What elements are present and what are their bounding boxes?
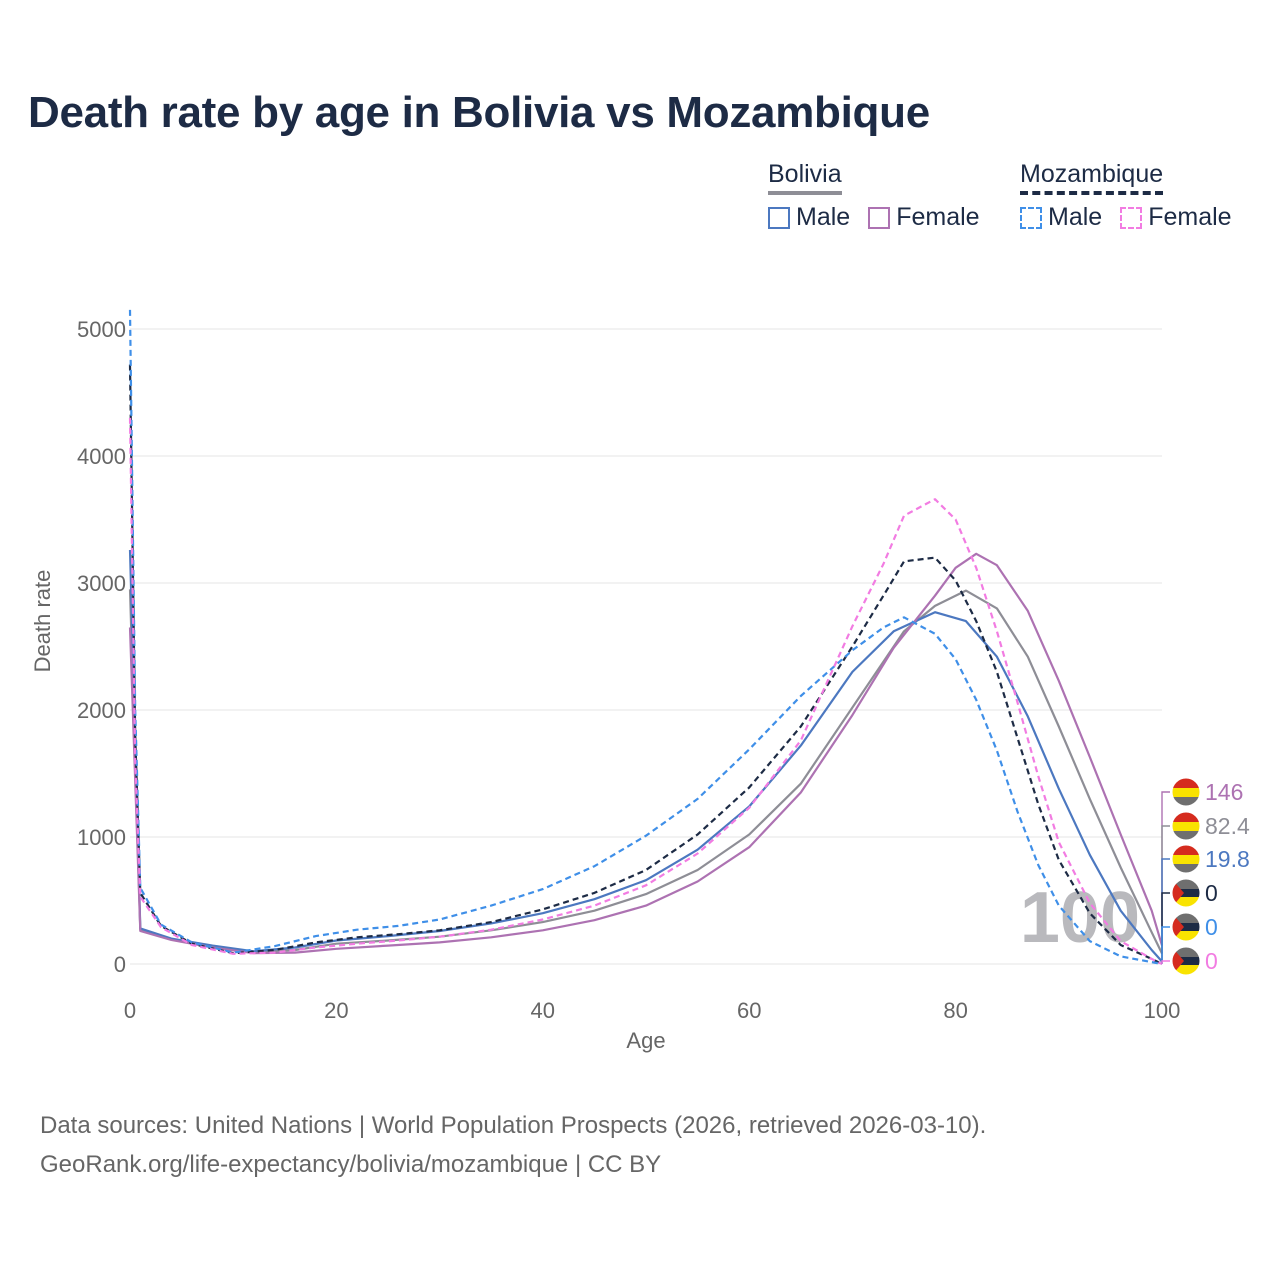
x-axis-title: Age: [626, 1028, 665, 1053]
series-line-mozambique-male[interactable]: [128, 309, 1163, 966]
legend-swatch-bolivia-female: [868, 206, 891, 229]
x-tick-label: 0: [124, 998, 136, 1023]
grid: [130, 328, 1162, 965]
end-value-label: 0: [1205, 948, 1218, 974]
series-line-mozambique-female[interactable]: [128, 417, 1163, 965]
mozambique-flag-icon: [1171, 946, 1201, 976]
end-connector: [1161, 960, 1170, 964]
y-tick-label: 2000: [77, 698, 126, 723]
mozambique-flag-icon: [1171, 878, 1201, 908]
end-value-label: 19.8: [1205, 846, 1250, 872]
end-value-label: 146: [1205, 779, 1243, 805]
x-tick-label: 40: [531, 998, 555, 1023]
legend-label-mozambique-male: Male: [1048, 203, 1103, 231]
x-tick-label: 20: [324, 998, 348, 1023]
bolivia-flag-icon: [1171, 844, 1201, 874]
legend-bolivia-female[interactable]: Female: [868, 203, 980, 232]
legend-swatch-mozambique-female: [1120, 206, 1143, 229]
x-tick-label: 80: [943, 998, 967, 1023]
series-lines: [128, 309, 1164, 966]
legend-mozambique-female[interactable]: Female: [1120, 203, 1232, 232]
x-tick-label: 60: [737, 998, 761, 1023]
bolivia-flag-icon: [1171, 811, 1201, 841]
legend-bolivia: Bolivia Male Female: [768, 160, 980, 232]
end-value-label: 0: [1205, 914, 1218, 940]
end-connector: [1161, 892, 1170, 964]
x-tick-label: 100: [1144, 998, 1181, 1023]
y-axis-title: Death rate: [30, 570, 55, 673]
mozambique-flag-icon: [1171, 912, 1201, 942]
y-tick-label: 0: [114, 952, 126, 977]
legend-label-bolivia-female: Female: [896, 203, 980, 231]
legend-mozambique-title: Mozambique: [1020, 160, 1164, 195]
y-tick-label: 1000: [77, 825, 126, 850]
end-connector: [1161, 858, 1170, 962]
legend-label-mozambique-female: Female: [1148, 203, 1232, 231]
source-note: Data sources: United Nations | World Pop…: [40, 1106, 986, 1184]
legend-mozambique: Mozambique Male Female: [1020, 160, 1232, 232]
end-connector: [1161, 926, 1170, 964]
end-connector: [1161, 791, 1170, 946]
y-tick-label: 4000: [77, 444, 126, 469]
y-tick-label: 5000: [77, 317, 126, 342]
end-value-label: 82.4: [1205, 813, 1250, 839]
axes: 0 1000 2000 3000 4000 5000 0 20 40 60 80 100: [77, 317, 1180, 1023]
legend-label-bolivia-male: Male: [796, 203, 851, 231]
bolivia-flag-icon: [1171, 777, 1201, 807]
end-labels: 146 82.4 19.8 0 0 0: [1161, 777, 1250, 976]
series-line-bolivia-male[interactable]: [128, 549, 1163, 963]
legend-bolivia-male[interactable]: Male: [768, 203, 850, 232]
end-connector: [1161, 825, 1170, 954]
legend-bolivia-title: Bolivia: [768, 160, 842, 195]
legend-swatch-mozambique-male: [1020, 206, 1042, 229]
legend-mozambique-male[interactable]: Male: [1020, 203, 1102, 232]
source-line-1: Data sources: United Nations | World Pop…: [40, 1112, 987, 1139]
source-line-2[interactable]: GeoRank.org/life-expectancy/bolivia/moza…: [40, 1151, 662, 1178]
end-value-label: 0: [1205, 880, 1218, 906]
chart-title: Death rate by age in Bolivia vs Mozambiq…: [28, 88, 930, 137]
legend-swatch-bolivia-male: [768, 206, 790, 229]
y-tick-label: 3000: [77, 571, 126, 596]
series-line-bolivia-total[interactable]: [128, 589, 1163, 954]
